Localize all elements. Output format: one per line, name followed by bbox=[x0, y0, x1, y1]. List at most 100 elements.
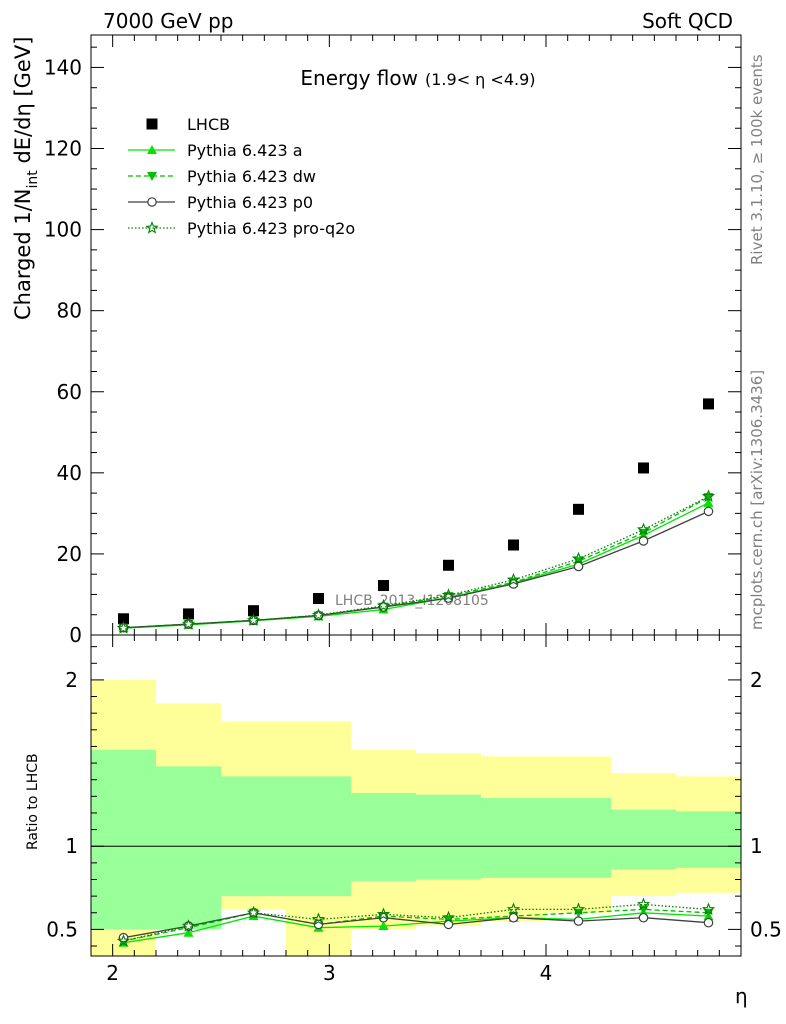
legend-label: LHCB bbox=[187, 115, 230, 134]
data-point bbox=[703, 506, 714, 517]
ylabel-part-1: Charged 1/N bbox=[11, 188, 35, 320]
y-tick-label: 100 bbox=[44, 218, 82, 242]
legend-marker bbox=[145, 221, 159, 234]
data-point bbox=[636, 522, 651, 536]
data-point bbox=[638, 536, 649, 546]
ylabel-part-3: dE/dη [GeV] bbox=[11, 37, 35, 171]
y-tick-label: 140 bbox=[44, 55, 82, 79]
mcplots-label: mcplots.cern.ch [arXiv:1306.3436] bbox=[748, 370, 766, 630]
ylabel-part-2: int bbox=[25, 170, 41, 189]
analysis-watermark: LHCB_2013_I1208105 bbox=[335, 593, 489, 609]
ratio-band-inner bbox=[221, 776, 286, 897]
data-point bbox=[443, 559, 454, 571]
header-left: 7000 GeV pp bbox=[103, 9, 234, 33]
x-tick-label: 3 bbox=[323, 961, 336, 985]
data-point bbox=[703, 493, 714, 503]
rivet-label: Rivet 3.1.10, ≥ 100k events bbox=[748, 54, 766, 265]
plot-title-range: (1.9< η <4.9) bbox=[425, 70, 536, 89]
ratio-band-inner bbox=[611, 809, 676, 870]
data-point bbox=[573, 561, 584, 572]
series-line bbox=[123, 510, 709, 629]
legend-label: Pythia 6.423 dw bbox=[187, 167, 316, 186]
ratio-data-point bbox=[703, 917, 714, 928]
data-point bbox=[118, 613, 129, 625]
data-point bbox=[441, 588, 456, 601]
data-point bbox=[376, 598, 391, 612]
x-axis-label: η bbox=[735, 984, 748, 1008]
series-line bbox=[123, 502, 709, 629]
ratio-data-point bbox=[701, 902, 716, 916]
y-tick-label: 120 bbox=[44, 137, 82, 161]
ratio-band-inner bbox=[156, 766, 221, 930]
ratio-data-point bbox=[441, 910, 456, 924]
ratio-band-inner bbox=[416, 794, 481, 880]
x-tick-label: 2 bbox=[106, 961, 119, 985]
header-right: Soft QCD bbox=[642, 9, 733, 33]
data-point bbox=[703, 398, 714, 410]
data-point bbox=[311, 608, 326, 621]
y-tick-label: 0 bbox=[69, 623, 82, 647]
ratio-y-tick-label: 0.5 bbox=[46, 917, 78, 941]
ratio-data-point bbox=[311, 912, 326, 926]
ratio-data-point bbox=[118, 932, 129, 943]
legend: LHCB Pythia 6.423 a Pythia 6.423 dw Pythia … bbox=[128, 115, 355, 238]
ratio-data-point bbox=[116, 934, 131, 947]
x-tick-label: 4 bbox=[540, 961, 553, 985]
ratio-data-point bbox=[313, 919, 324, 930]
legend-marker bbox=[147, 145, 157, 154]
main-y-axis-label: Charged 1/Nint dE/dη [GeV] bbox=[11, 37, 41, 320]
plot-title: Energy flow bbox=[300, 66, 418, 90]
y-tick-label: 20 bbox=[57, 542, 82, 566]
ratio-y-tick-label-right: 1 bbox=[750, 834, 763, 858]
ratio-band-inner bbox=[286, 776, 351, 897]
data-point bbox=[183, 608, 194, 620]
data-point bbox=[701, 489, 716, 503]
ratio-data-point bbox=[376, 907, 391, 921]
ratio-band-inner bbox=[351, 793, 416, 882]
ratio-y-axis-label: Ratio to LHCB bbox=[25, 753, 41, 850]
svg-text:Charged 1/Nint dE/dη [GeV]: Charged 1/Nint dE/dη [GeV] bbox=[11, 37, 41, 320]
ratio-band-inner bbox=[91, 749, 156, 930]
data-point bbox=[248, 605, 259, 617]
ratio-band-inner bbox=[546, 797, 611, 878]
y-tick-label: 60 bbox=[57, 380, 82, 404]
main-plot-panel: Energy flow (1.9< η <4.9) LHCB_2013_I120… bbox=[11, 34, 742, 647]
y-tick-label: 80 bbox=[57, 299, 82, 323]
ratio-y-tick-label: 2 bbox=[65, 668, 78, 692]
legend-label: Pythia 6.423 a bbox=[187, 141, 303, 160]
data-point bbox=[378, 580, 389, 592]
data-point bbox=[506, 572, 521, 586]
ratio-data-point bbox=[636, 897, 651, 911]
ratio-y-tick-label-right: 0.5 bbox=[750, 917, 782, 941]
data-point bbox=[246, 613, 261, 627]
y-tick-label: 40 bbox=[57, 461, 82, 485]
legend-marker bbox=[147, 172, 157, 181]
ratio-y-tick-label-right: 2 bbox=[750, 668, 763, 692]
ratio-series-line bbox=[123, 908, 709, 942]
ratio-data-point bbox=[638, 912, 649, 923]
data-point bbox=[313, 593, 324, 605]
ratio-band-inner bbox=[676, 811, 741, 868]
legend-label: Pythia 6.423 pro-q2o bbox=[187, 219, 355, 238]
ratio-data-point bbox=[573, 916, 584, 926]
ratio-band-inner bbox=[481, 797, 546, 878]
ratio-plot-panel: Ratio to LHCB η 2 3 4 0.5 0.5 1 1 2 2 bbox=[25, 634, 782, 1008]
ratio-data-point bbox=[508, 912, 519, 923]
ratio-data-point bbox=[246, 905, 261, 919]
data-point bbox=[703, 497, 714, 507]
data-point bbox=[638, 462, 649, 474]
legend-marker bbox=[146, 118, 158, 130]
data-point bbox=[571, 551, 586, 565]
data-point bbox=[116, 621, 131, 634]
data-point bbox=[181, 617, 196, 630]
data-point bbox=[573, 503, 584, 515]
ratio-data-point bbox=[181, 919, 196, 932]
data-point bbox=[508, 539, 519, 551]
ratio-data-point bbox=[571, 902, 586, 916]
ratio-series-line bbox=[123, 912, 709, 939]
ratio-data-point bbox=[378, 921, 389, 931]
series-line bbox=[123, 495, 709, 629]
legend-marker bbox=[147, 197, 157, 207]
ratio-data-point bbox=[506, 902, 521, 916]
